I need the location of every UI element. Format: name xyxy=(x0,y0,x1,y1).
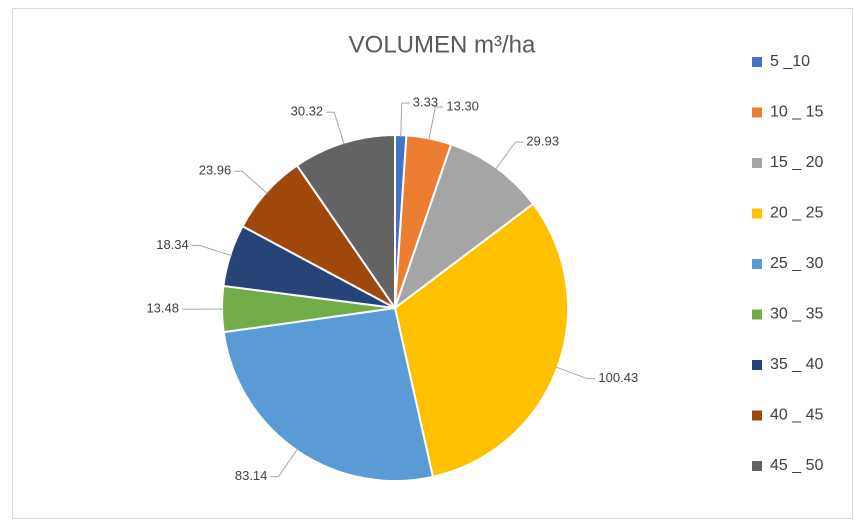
legend-label: 30 _ 35 xyxy=(770,306,823,323)
legend-label: 5 _10 xyxy=(770,53,810,70)
legend-swatch xyxy=(752,461,762,471)
data-label: 13.48 xyxy=(146,301,179,316)
legend-swatch xyxy=(752,259,762,269)
data-label: 18.34 xyxy=(156,237,189,252)
data-label: 30.32 xyxy=(291,104,324,119)
legend-swatch xyxy=(752,410,762,421)
legend-label: 45 _ 50 xyxy=(770,457,823,474)
data-label: 23.96 xyxy=(199,163,232,178)
legend-swatch xyxy=(752,107,762,118)
legend-swatch xyxy=(752,208,762,219)
leader-line xyxy=(191,244,233,257)
legend-label: 35 _ 40 xyxy=(770,356,823,373)
leader-line xyxy=(428,106,444,141)
data-label: 3.33 xyxy=(413,95,438,110)
legend-label: 10 _ 15 xyxy=(770,104,823,121)
legend-swatch xyxy=(752,309,762,320)
legend-swatch xyxy=(752,158,762,168)
data-label: 83.14 xyxy=(235,468,268,483)
chart-title: VOLUMEN m³/ha xyxy=(349,31,536,58)
leader-line xyxy=(270,448,299,478)
data-label: 13.30 xyxy=(446,98,479,113)
leader-line xyxy=(234,170,268,195)
legend: 5 _10 10 _ 15 15 _ 20 20 _ 25 25 _ 30 30 _ 35… xyxy=(752,53,823,474)
legend-label: 40 _ 45 xyxy=(770,407,823,424)
legend-label: 15 _ 20 xyxy=(770,154,823,171)
leader-line xyxy=(326,111,345,145)
leader-line xyxy=(495,141,524,170)
legend-swatch xyxy=(752,360,762,370)
data-label: 100.43 xyxy=(598,370,638,385)
leader-line xyxy=(555,366,596,380)
leader-line xyxy=(400,102,410,138)
legend-swatch xyxy=(752,57,762,67)
data-label: 29.93 xyxy=(526,134,559,149)
legend-label: 25 _ 30 xyxy=(770,255,823,272)
legend-label: 20 _ 25 xyxy=(770,205,823,222)
